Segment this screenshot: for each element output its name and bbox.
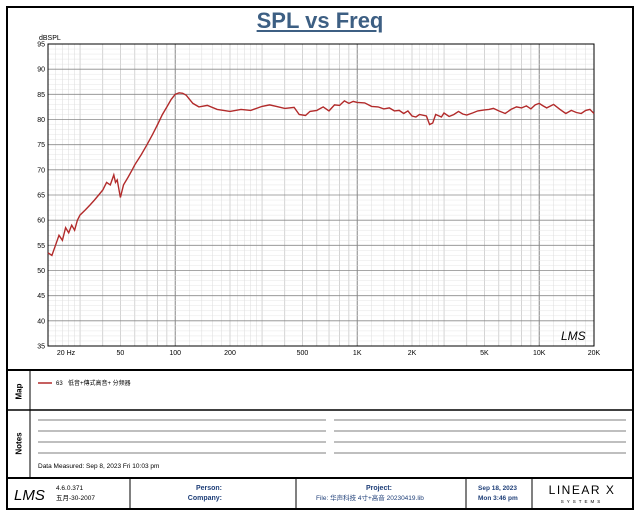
plot-logo: LMS	[561, 329, 586, 343]
spl-series-line	[47, 92, 595, 257]
x-tick-label: 50	[117, 350, 125, 357]
y-tick-label: 85	[37, 92, 45, 99]
brand-logo: LINEAR X	[549, 483, 616, 497]
y-tick-label: 35	[37, 344, 45, 351]
legend-number: 63	[56, 381, 63, 387]
footer-logo: LMS	[14, 487, 45, 504]
y-tick-label: 65	[37, 193, 45, 200]
y-tick-label: 95	[37, 42, 45, 49]
chart-grid	[47, 43, 595, 347]
x-tick-label: 1K	[353, 350, 362, 357]
y-tick-label: 70	[37, 167, 45, 174]
x-tick-label: 500	[297, 350, 309, 357]
y-tick-label: 45	[37, 293, 45, 300]
chart-title: SPL vs Freq	[256, 8, 384, 33]
y-tick-label: 40	[37, 318, 45, 325]
map-panel-label: Map	[14, 383, 24, 400]
software-version: 4.6.0.371	[56, 485, 83, 492]
x-tick-label: 200	[224, 350, 236, 357]
y-tick-label: 50	[37, 268, 45, 275]
y-tick-label: 60	[37, 218, 45, 225]
company-label: Company:	[188, 495, 222, 502]
chart-title-container: SPL vs Freq	[0, 8, 640, 34]
person-label: Person:	[196, 485, 222, 492]
legend-text: 低音+傳式高音+ 分频器	[68, 379, 131, 387]
y-tick-label: 55	[37, 243, 45, 250]
file-name: File: 华声科技 4寸+高音 20230419.lib	[316, 493, 424, 502]
plot-frame	[47, 43, 595, 347]
ylabel: dBSPL	[39, 35, 61, 42]
y-tick-label: 90	[37, 67, 45, 74]
y-tick-label: 80	[37, 117, 45, 124]
brand-sub: SYSTEMS	[561, 499, 604, 504]
x-tick-label: 2K	[408, 350, 417, 357]
footer-date: Sep 18, 2023	[478, 485, 517, 492]
y-tick-label: 75	[37, 142, 45, 149]
report-sheet	[6, 6, 634, 510]
x-tick-label: 5K	[480, 350, 489, 357]
footer-time: Mon 3:46 pm	[478, 495, 518, 502]
version-date: 五月-30-2007	[56, 494, 95, 502]
notes-panel-label: Notes	[14, 432, 24, 455]
date-measured: Data Measured: Sep 8, 2023 Fri 10:03 pm	[38, 463, 159, 470]
notes-lines	[38, 419, 626, 454]
project-label: Project:	[366, 485, 392, 492]
x-tick-label: 10K	[533, 350, 546, 357]
chart-ticks: 35 40 45 50 55 60 65 70 75 80 85 90 95 20 Hz 50 100 200 5…	[37, 42, 600, 358]
x-tick-label: 100	[169, 350, 181, 357]
x-tick-label: 20K	[588, 350, 601, 357]
x-tick-label: 20 Hz	[57, 350, 76, 357]
